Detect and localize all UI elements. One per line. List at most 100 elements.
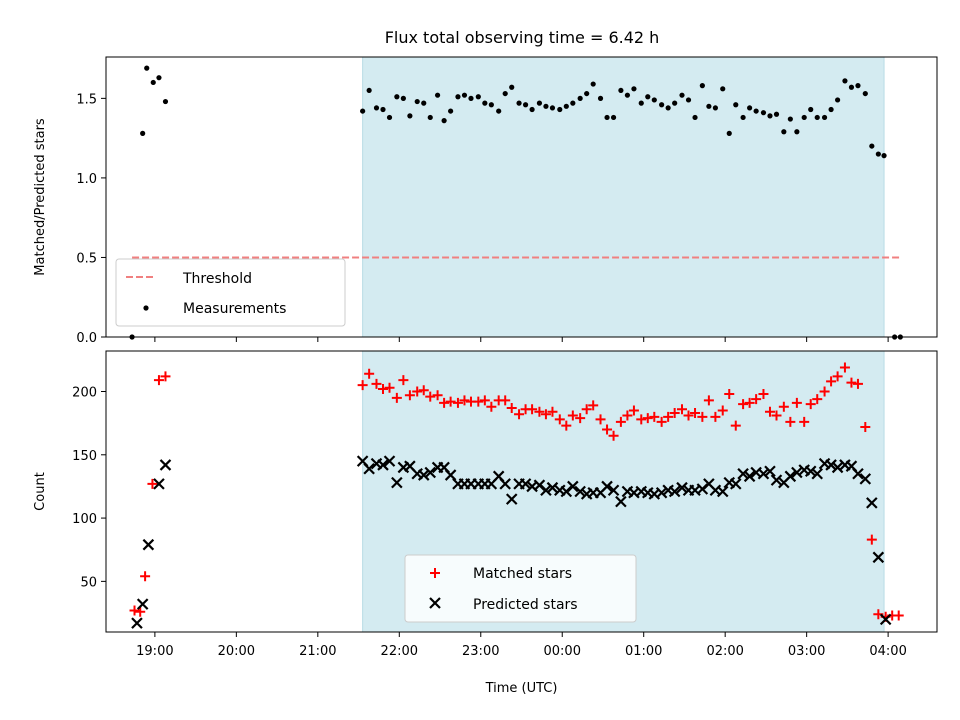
x-axis-label: Time (UTC) [485, 681, 558, 696]
y-tick-label: 0.5 [76, 251, 97, 266]
data-point [131, 617, 143, 629]
data-point [418, 385, 429, 396]
data-point [706, 103, 712, 109]
data-point [781, 129, 787, 135]
data-point [150, 79, 156, 86]
data-point [400, 95, 406, 101]
x-tick-label: 03:00 [788, 644, 825, 659]
series-measurements [129, 65, 903, 340]
legend-entry-measurements: Measurements [143, 301, 286, 317]
data-point [540, 484, 552, 497]
data-point [502, 90, 508, 97]
data-point [534, 406, 545, 417]
data-point [514, 409, 525, 420]
data-point [799, 416, 810, 427]
data-point [383, 455, 396, 467]
data-point [479, 395, 490, 406]
data-point [414, 98, 420, 105]
data-point [757, 468, 770, 480]
legend-entry-predicted: Predicted stars [429, 597, 578, 613]
data-point [808, 106, 814, 113]
data-point [642, 413, 653, 424]
data-point [380, 106, 386, 113]
data-point [655, 486, 668, 499]
data-point [624, 92, 631, 98]
data-point [575, 413, 586, 424]
data-point [826, 376, 837, 387]
data-point [461, 92, 468, 98]
data-point [832, 371, 843, 382]
data-point [459, 395, 470, 406]
data-point [811, 468, 824, 480]
data-point [584, 90, 590, 97]
data-point [794, 129, 800, 135]
data-point [486, 401, 497, 412]
data-point [738, 399, 749, 410]
data-point [160, 371, 171, 382]
data-point [636, 414, 647, 425]
data-point [364, 368, 375, 379]
data-point [156, 75, 162, 81]
data-point [717, 405, 728, 416]
data-point [357, 380, 368, 391]
data-point [496, 108, 502, 114]
data-point [716, 485, 729, 498]
data-point [758, 389, 769, 400]
data-point [615, 416, 626, 427]
data-point [366, 87, 372, 94]
data-point [378, 383, 388, 394]
data-point [685, 97, 692, 103]
data-point [791, 397, 802, 408]
y-axis-label: Count [33, 472, 48, 511]
data-point [668, 485, 681, 498]
data-point [371, 378, 382, 389]
figure-title: Flux total observing time = 6.42 h [385, 28, 660, 47]
data-point [590, 81, 596, 87]
data-point [398, 375, 409, 386]
data-point [142, 538, 155, 551]
data-point [825, 459, 837, 471]
data-point [549, 105, 556, 111]
data-point [509, 84, 515, 90]
data-point [872, 551, 885, 564]
x-tick-label: 22:00 [381, 644, 418, 659]
data-point [740, 114, 746, 121]
data-point [737, 468, 749, 480]
y-tick-label: 1.5 [76, 92, 97, 107]
x-tick-label: 04:00 [869, 644, 906, 659]
data-point [500, 395, 511, 406]
data-point [812, 394, 823, 405]
data-point [527, 404, 538, 415]
series-matched-stars [129, 362, 904, 622]
data-point [448, 108, 454, 114]
data-point [505, 493, 518, 505]
data-point [607, 484, 620, 497]
data-point [848, 84, 855, 90]
data-point [726, 130, 732, 136]
x-tick-label: 21:00 [299, 644, 336, 659]
y-tick-label: 150 [72, 449, 97, 464]
data-point [363, 462, 375, 475]
data-point [855, 83, 861, 89]
data-point [417, 469, 430, 481]
data-point [649, 411, 660, 422]
data-point [604, 114, 610, 121]
data-point [394, 94, 400, 100]
data-point [631, 86, 637, 92]
data-point [473, 396, 484, 407]
legend-swatch [143, 305, 149, 311]
data-point [386, 114, 393, 121]
data-point [676, 404, 687, 415]
data-point [144, 65, 150, 71]
data-point [893, 610, 904, 621]
data-point [519, 478, 532, 490]
legend-entry-threshold: Threshold [126, 271, 252, 287]
data-point [475, 94, 481, 100]
data-point [601, 480, 613, 493]
data-point [384, 382, 395, 393]
data-point [710, 411, 721, 422]
legend: Matched stars Predicted stars [404, 554, 637, 623]
data-point [557, 106, 563, 113]
data-point [162, 98, 169, 105]
